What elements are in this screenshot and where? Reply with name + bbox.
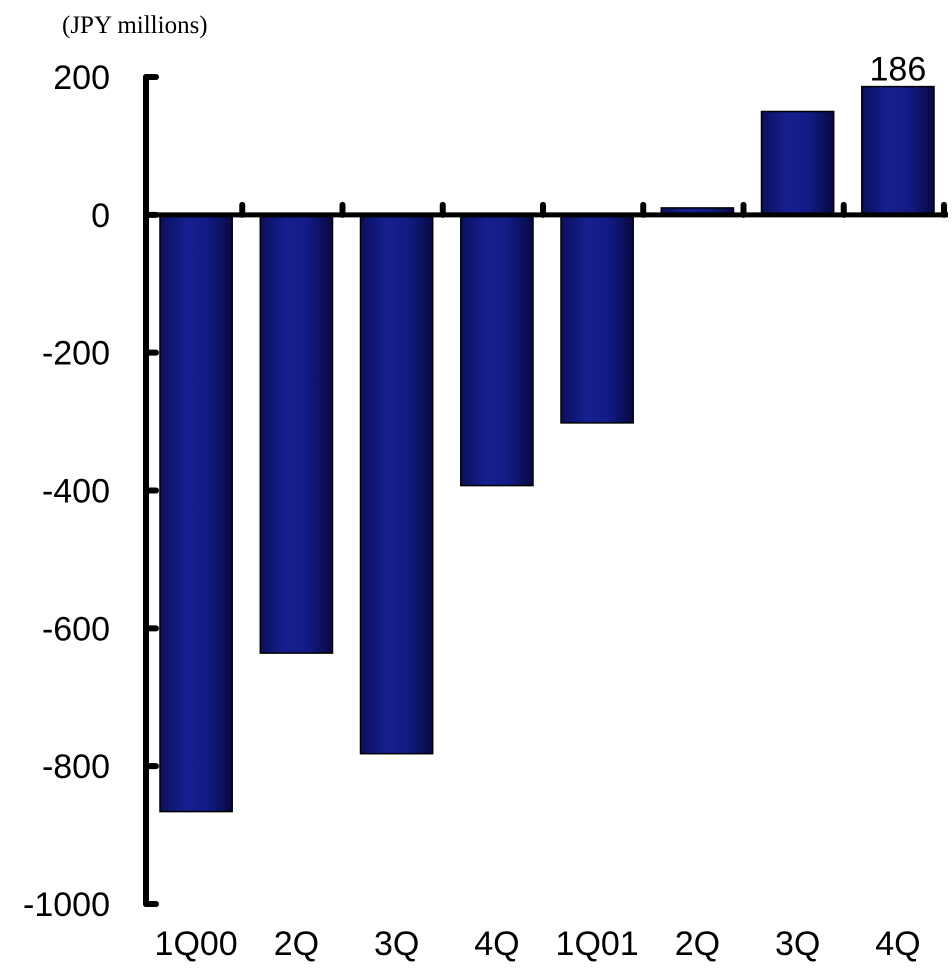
y-tick-label-0: 200 <box>53 59 110 97</box>
bar-7 <box>861 85 935 216</box>
x-tick-label-6: 3Q <box>775 925 820 963</box>
data-labels: 186 <box>870 51 927 89</box>
x-tick-label-0: 1Q00 <box>155 925 238 963</box>
y-tick-label-4: -600 <box>42 610 110 648</box>
x-tick-label-2: 3Q <box>374 925 419 963</box>
data-label-0: 186 <box>870 51 927 89</box>
bar-4 <box>560 214 634 424</box>
x-axis <box>146 201 948 218</box>
y-tick-label-6: -1000 <box>23 886 110 924</box>
bar-2 <box>359 214 434 755</box>
y-tick-label-5: -800 <box>42 748 110 786</box>
unit-label: (JPY millions) <box>62 12 208 39</box>
x-tick-labels: 1Q00 2Q 3Q 4Q 1Q01 2Q 3Q 4Q <box>155 925 921 963</box>
x-tick-label-7: 4Q <box>875 925 920 963</box>
x-tick-label-4: 1Q01 <box>556 925 639 963</box>
bar-1 <box>259 214 334 654</box>
y-axis <box>143 74 159 907</box>
y-tick-label-2: -200 <box>42 335 110 373</box>
bar-6 <box>760 110 835 216</box>
x-tick-label-1: 2Q <box>274 925 319 963</box>
y-tick-label-3: -400 <box>42 473 110 511</box>
bars-group <box>159 85 935 813</box>
x-tick-label-3: 4Q <box>474 925 519 963</box>
bar-3 <box>460 214 534 487</box>
y-tick-labels: 200 0 -200 -400 -600 -800 -1000 <box>23 59 110 924</box>
x-tick-label-5: 2Q <box>675 925 720 963</box>
bar-0 <box>159 214 233 813</box>
y-tick-label-1: 0 <box>91 197 110 235</box>
